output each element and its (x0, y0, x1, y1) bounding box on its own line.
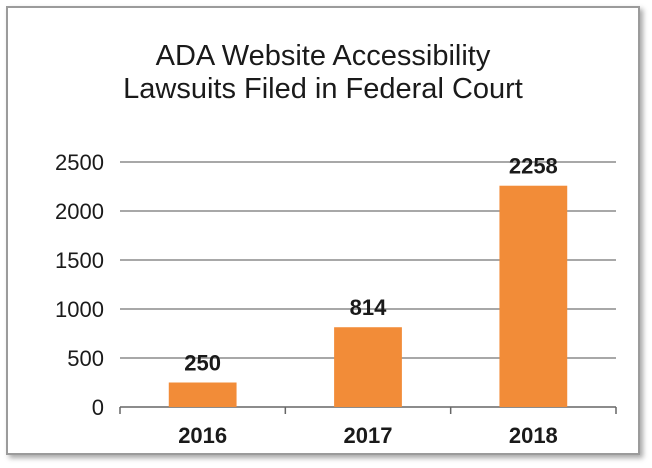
y-tick-label-0: 0 (92, 395, 104, 420)
y-tick-label-2000: 2000 (55, 199, 104, 224)
chart-frame: ADA Website Accessibility Lawsuits Filed… (6, 6, 640, 455)
y-tick-label-1500: 1500 (55, 248, 104, 273)
chart-title: ADA Website Accessibility Lawsuits Filed… (8, 40, 638, 106)
chart-title-line-1: ADA Website Accessibility (155, 40, 491, 72)
data-label-2017: 814 (350, 295, 387, 320)
bar-chart: 0 500 1000 1500 2000 2500 250 2016 814 2017 2258 20… (55, 150, 617, 448)
y-tick-label-500: 500 (67, 346, 104, 371)
y-tick-label-1000: 1000 (55, 297, 104, 322)
y-tick-label-2500: 2500 (55, 150, 104, 175)
x-category-label-2018: 2018 (509, 423, 558, 448)
data-label-2018: 2258 (509, 154, 558, 179)
x-category-label-2017: 2017 (344, 423, 393, 448)
bar-2018 (499, 185, 568, 407)
chart-title-line-2: Lawsuits Filed in Federal Court (123, 73, 523, 105)
data-label-2016: 250 (184, 351, 221, 376)
x-category-label-2016: 2016 (178, 423, 227, 448)
bar-2017 (334, 327, 402, 407)
bar-2016 (168, 382, 237, 407)
